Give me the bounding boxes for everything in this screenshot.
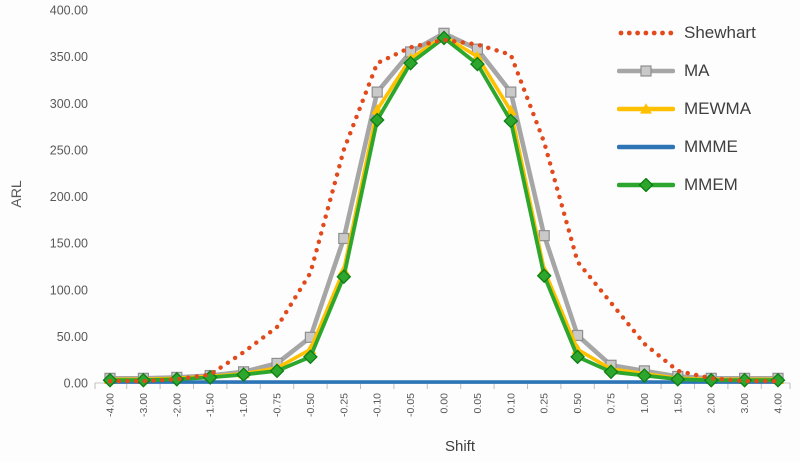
x-tick-label: 3.00 bbox=[739, 393, 751, 414]
mmem-diamond-marker-line-icon bbox=[616, 177, 676, 193]
y-tick-label: 100.00 bbox=[50, 283, 88, 297]
y-axis-title: ARL bbox=[8, 180, 24, 208]
legend-label-mmme: MMME bbox=[684, 137, 738, 156]
x-tick-label: 0.10 bbox=[505, 393, 517, 414]
x-tick-label: -4.00 bbox=[105, 393, 117, 417]
legend-item-mmme: MMME bbox=[616, 135, 756, 159]
legend-label-mmem: MMEM bbox=[684, 175, 738, 194]
x-tick-label: -0.50 bbox=[305, 393, 317, 417]
x-tick-label: 0.00 bbox=[439, 393, 451, 414]
x-tick-label: -1.00 bbox=[238, 393, 250, 417]
series-mmem bbox=[102, 30, 786, 388]
legend-label-ma: MA bbox=[684, 61, 710, 80]
x-tick-label: -0.10 bbox=[372, 393, 384, 417]
legend-label-mewma: MEWMA bbox=[684, 99, 752, 118]
shewhart-dotted-line-icon bbox=[617, 26, 675, 40]
legend-item-ma: MA bbox=[616, 59, 756, 83]
x-tick-label: 0.05 bbox=[472, 393, 484, 414]
x-tick-label: 0.50 bbox=[572, 393, 584, 414]
y-tick-label: 50.00 bbox=[57, 330, 88, 344]
x-tick-label: 0.75 bbox=[606, 393, 618, 414]
y-tick-label: 250.00 bbox=[50, 143, 88, 157]
y-tick-label: 0.00 bbox=[64, 377, 88, 391]
legend-item-mewma: MEWMA bbox=[616, 97, 756, 121]
y-tick-label: 400.00 bbox=[50, 4, 88, 18]
x-tick-label: 1.50 bbox=[672, 393, 684, 414]
mewma-triangle-marker-line-icon bbox=[616, 102, 676, 116]
x-tick-label: -0.75 bbox=[272, 393, 284, 417]
series-shewhart bbox=[107, 37, 781, 384]
mmme-solid-line-icon bbox=[616, 140, 676, 154]
x-tick-label: -3.00 bbox=[138, 393, 150, 417]
y-tick-label: 350.00 bbox=[50, 50, 88, 64]
legend-item-mmem: MMEM bbox=[616, 173, 756, 197]
x-tick-label: 4.00 bbox=[773, 393, 785, 414]
legend: Shewhart MA MEWMA MMME MMEM bbox=[616, 21, 756, 197]
x-tick-label: 2.00 bbox=[706, 393, 718, 414]
x-tick-label: -2.00 bbox=[171, 393, 183, 417]
legend-label-shewhart: Shewhart bbox=[684, 23, 756, 42]
y-tick-label: 150.00 bbox=[50, 237, 88, 251]
y-tick-label: 200.00 bbox=[50, 190, 88, 204]
x-tick-label: 0.25 bbox=[539, 393, 551, 414]
x-tick-label: -0.05 bbox=[405, 393, 417, 417]
y-tick-label: 300.00 bbox=[50, 97, 88, 111]
x-tick-label: -0.25 bbox=[338, 393, 350, 417]
x-axis-title: Shift bbox=[444, 438, 475, 455]
ma-square-marker-line-icon bbox=[616, 64, 676, 78]
legend-item-shewhart: Shewhart bbox=[617, 21, 756, 45]
x-tick-label: -1.50 bbox=[205, 393, 217, 417]
x-tick-label: 1.00 bbox=[639, 393, 651, 414]
